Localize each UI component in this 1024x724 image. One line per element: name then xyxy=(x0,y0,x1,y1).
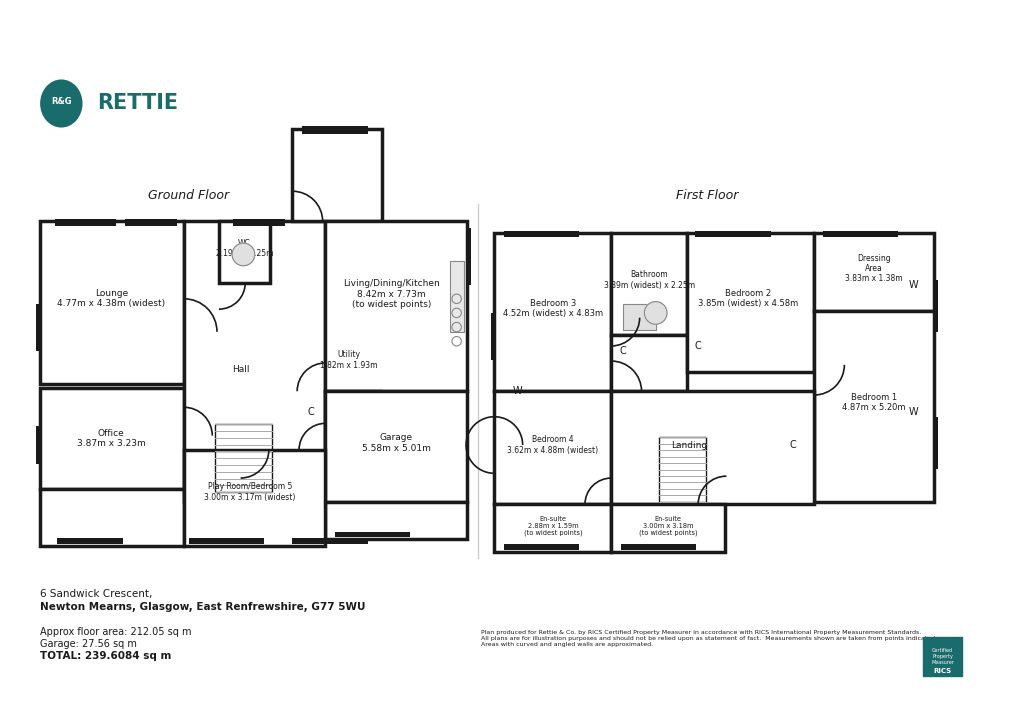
Text: Bathroom
3.89m (widest) x 2.25m: Bathroom 3.89m (widest) x 2.25m xyxy=(603,270,694,290)
Bar xyxy=(326,222,467,391)
Text: Plan produced for Rettie & Co. by RICS Certified Property Measurer in accordance: Plan produced for Rettie & Co. by RICS C… xyxy=(481,630,937,647)
Text: Garage
5.58m x 5.01m: Garage 5.58m x 5.01m xyxy=(361,434,431,452)
Text: 6 Sandwick Crescent,: 6 Sandwick Crescent, xyxy=(40,589,152,599)
Bar xyxy=(814,311,934,502)
Bar xyxy=(658,437,706,502)
Bar xyxy=(36,426,42,464)
Bar xyxy=(611,505,725,552)
Bar xyxy=(233,219,285,226)
Text: First Floor: First Floor xyxy=(677,188,738,201)
Text: W: W xyxy=(512,386,522,396)
Text: Living/Dining/Kitchen
8.42m x 7.73m
(to widest points): Living/Dining/Kitchen 8.42m x 7.73m (to … xyxy=(343,279,440,309)
Text: Lounge
4.77m x 4.38m (widest): Lounge 4.77m x 4.38m (widest) xyxy=(57,289,166,308)
Bar xyxy=(215,424,271,492)
Text: Newton Mearns, Glasgow, East Renfrewshire, G77 5WU: Newton Mearns, Glasgow, East Renfrewshir… xyxy=(40,602,366,613)
Text: RETTIE: RETTIE xyxy=(97,93,178,114)
Text: Bedroom 2
3.85m (widest) x 4.58m: Bedroom 2 3.85m (widest) x 4.58m xyxy=(698,289,799,308)
Text: Bedroom 3
4.52m (widest) x 4.83m: Bedroom 3 4.52m (widest) x 4.83m xyxy=(503,298,603,318)
Bar xyxy=(36,303,42,350)
Text: Dressing
Area
3.83m x 1.38m: Dressing Area 3.83m x 1.38m xyxy=(845,253,902,284)
Bar xyxy=(184,222,326,502)
Text: Landing: Landing xyxy=(671,440,707,450)
Text: Bedroom 4
3.62m x 4.88m (widest): Bedroom 4 3.62m x 4.88m (widest) xyxy=(507,435,598,455)
Text: Hall: Hall xyxy=(231,365,249,374)
Bar xyxy=(695,231,771,237)
Bar xyxy=(504,544,580,550)
Bar xyxy=(687,232,814,372)
Bar xyxy=(56,539,123,544)
Bar xyxy=(822,231,898,237)
Text: W: W xyxy=(908,407,919,417)
Bar xyxy=(611,232,687,334)
Text: WC
2.19m x 1.25m: WC 2.19m x 1.25m xyxy=(216,239,273,258)
Text: Ground Floor: Ground Floor xyxy=(148,188,229,201)
Text: En-suite
2.88m x 1.59m
(to widest points): En-suite 2.88m x 1.59m (to widest points… xyxy=(523,516,583,536)
Bar xyxy=(126,219,177,226)
Text: C: C xyxy=(694,341,701,351)
Bar xyxy=(933,280,938,332)
Bar xyxy=(293,539,368,544)
Bar xyxy=(293,129,382,222)
Bar xyxy=(219,222,270,283)
Circle shape xyxy=(232,243,255,266)
Bar xyxy=(814,232,934,311)
Bar xyxy=(611,334,687,391)
Bar xyxy=(326,391,380,452)
Text: Play Room/Bedroom 5
3.00m x 3.17m (widest): Play Room/Bedroom 5 3.00m x 3.17m (wides… xyxy=(205,482,296,502)
Bar xyxy=(40,222,184,384)
Bar xyxy=(40,489,184,546)
Text: TOTAL: 239.6084 sq m: TOTAL: 239.6084 sq m xyxy=(40,652,171,661)
Bar xyxy=(933,417,938,468)
Bar xyxy=(326,391,467,502)
Bar xyxy=(326,502,467,539)
Text: C: C xyxy=(790,440,796,450)
Bar xyxy=(495,391,611,505)
Text: Bedroom 1
4.87m x 5.20m: Bedroom 1 4.87m x 5.20m xyxy=(842,393,905,412)
Bar xyxy=(623,303,655,330)
Text: Office
3.87m x 3.23m: Office 3.87m x 3.23m xyxy=(77,429,145,448)
Circle shape xyxy=(644,302,667,324)
Text: RICS: RICS xyxy=(934,668,951,675)
Bar xyxy=(621,544,696,550)
Bar xyxy=(54,219,116,226)
Text: Approx floor area: 212.05 sq m: Approx floor area: 212.05 sq m xyxy=(40,627,191,637)
Text: C: C xyxy=(308,407,314,417)
Text: Garage: 27.56 sq m: Garage: 27.56 sq m xyxy=(40,639,136,649)
Bar xyxy=(450,261,464,332)
Text: W: W xyxy=(908,279,919,290)
Bar xyxy=(504,231,580,237)
Text: Utility
1.82m x 1.93m: Utility 1.82m x 1.93m xyxy=(321,350,378,370)
Bar xyxy=(302,126,368,134)
Bar xyxy=(923,636,963,676)
Text: R&G: R&G xyxy=(51,97,72,106)
Text: C: C xyxy=(620,345,626,355)
Ellipse shape xyxy=(42,81,81,126)
Text: En-suite
3.00m x 3.18m
(to widest points): En-suite 3.00m x 3.18m (to widest points… xyxy=(639,516,697,536)
Bar xyxy=(611,391,814,505)
Bar xyxy=(184,450,326,546)
Bar xyxy=(40,388,184,489)
Bar xyxy=(188,539,264,544)
Bar xyxy=(495,232,611,391)
Bar xyxy=(335,532,411,537)
Bar xyxy=(495,505,611,552)
Bar xyxy=(466,228,471,285)
Text: Certified
Property
Measurer: Certified Property Measurer xyxy=(931,648,954,665)
Bar xyxy=(490,313,497,360)
